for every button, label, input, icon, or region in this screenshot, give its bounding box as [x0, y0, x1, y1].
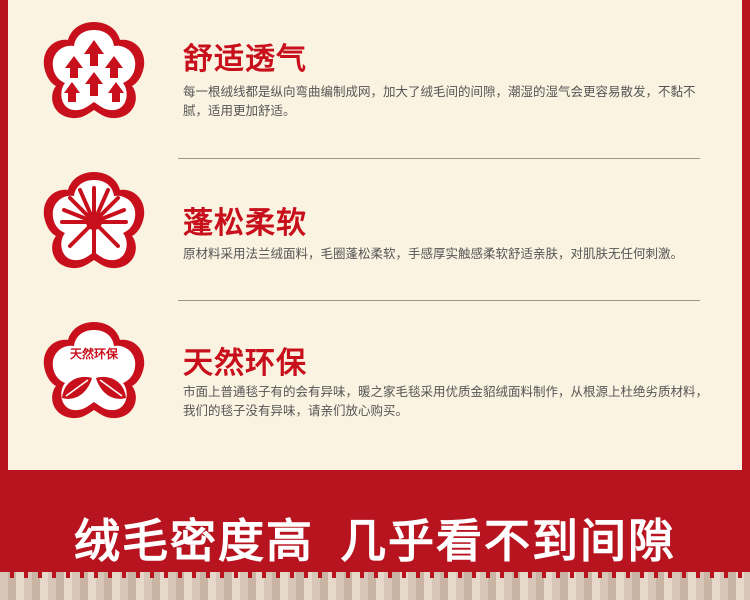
arrows-up-icon: [43, 22, 145, 119]
banner-left-text: 绒毛密度高: [74, 514, 314, 568]
fabric-edge: [0, 566, 750, 578]
feature-panel: 舒适透气 每一根绒线都是纵向弯曲编制成网，加大了绒毛间的间隙，潮湿的湿气会更容易…: [8, 0, 742, 470]
feature-title: 天然环保: [183, 346, 307, 381]
leaves-icon: 天然环保: [43, 322, 145, 419]
headline-banner: 绒毛密度高 几乎看不到间隙: [0, 505, 750, 585]
feature-desc: 每一根绒线都是纵向弯曲编制成网，加大了绒毛间的间隙，潮湿的湿气会更容易散发，不黏…: [183, 84, 696, 118]
feature-title: 蓬松柔软: [183, 206, 307, 241]
feature-breathable: 舒适透气 每一根绒线都是纵向弯曲编制成网，加大了绒毛间的间隙，潮湿的湿气会更容易…: [8, 10, 742, 150]
feature-desc: 市面上普通毯子有的会有异味，暖之家毛毯采用优质金貂绒面料制作，从根源上杜绝劣质材…: [183, 384, 709, 418]
divider: [178, 158, 700, 159]
divider: [178, 300, 700, 301]
feature-soft: 蓬松柔软 原材料采用法兰绒面料，毛圈蓬松柔软，手感厚实触感柔软舒适亲肤，对肌肤无…: [8, 160, 742, 300]
burst-icon: [43, 172, 145, 269]
feature-desc: 原材料采用法兰绒面料，毛圈蓬松柔软，手感厚实触感柔软舒适亲肤，对肌肤无任何刺激。: [183, 246, 684, 261]
feature-eco: 天然环保 天然环保 市面上普通毯子有的会有异味，暖之家毛毯采用优质金貂绒面料制作…: [8, 310, 742, 450]
banner-background: [0, 470, 750, 505]
icon-label: 天然环保: [70, 346, 119, 361]
feature-title: 舒适透气: [183, 42, 307, 77]
banner-right-text: 几乎看不到间隙: [340, 514, 676, 568]
